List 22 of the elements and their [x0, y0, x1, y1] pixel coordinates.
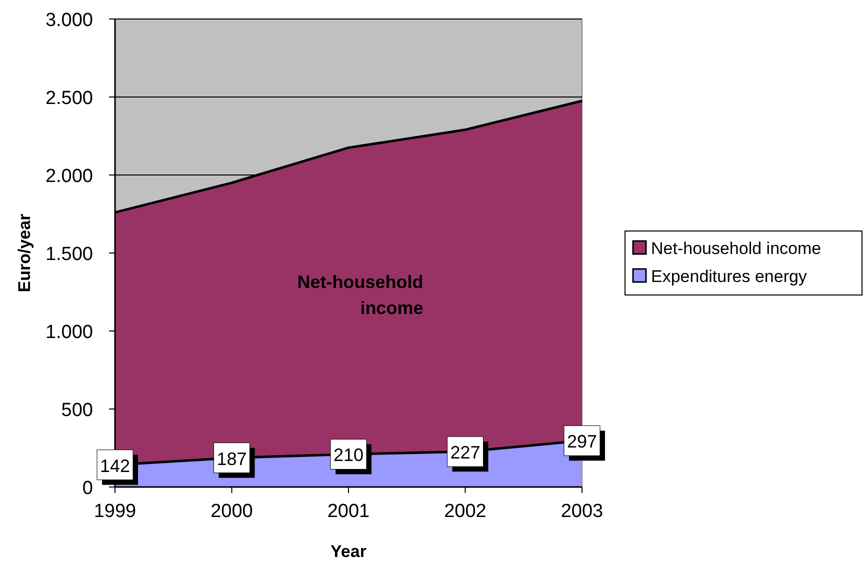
y-tick-label: 2.500 — [45, 88, 93, 109]
data-label: 227 — [450, 442, 480, 463]
x-tick-label: 2000 — [210, 501, 253, 522]
y-tick-label: 2.000 — [45, 166, 93, 187]
x-tick-label: 2002 — [444, 501, 486, 522]
data-label: 297 — [566, 432, 598, 452]
data-label: 187 — [216, 448, 247, 469]
y-tick-label: 0 — [82, 478, 93, 499]
data-label: 142 — [100, 456, 130, 476]
y-tick-label: 3.000 — [45, 10, 93, 31]
data-label: 210 — [333, 445, 364, 466]
y-tick-label: 1.500 — [45, 244, 93, 265]
y-tick-label: 1.000 — [45, 322, 93, 343]
x-tick-label: 2003 — [560, 501, 604, 522]
annotation: Net-household income — [297, 272, 424, 318]
x-tick-label: 1999 — [94, 501, 136, 522]
legend-label: Net-household income — [651, 239, 822, 258]
y-axis-title: Euro/year — [15, 213, 34, 292]
x-tick-label: 2001 — [327, 501, 370, 522]
y-tick-label: 500 — [61, 400, 93, 421]
x-axis-title: Year — [330, 542, 367, 561]
legend-label: Expenditures energy — [651, 267, 808, 286]
